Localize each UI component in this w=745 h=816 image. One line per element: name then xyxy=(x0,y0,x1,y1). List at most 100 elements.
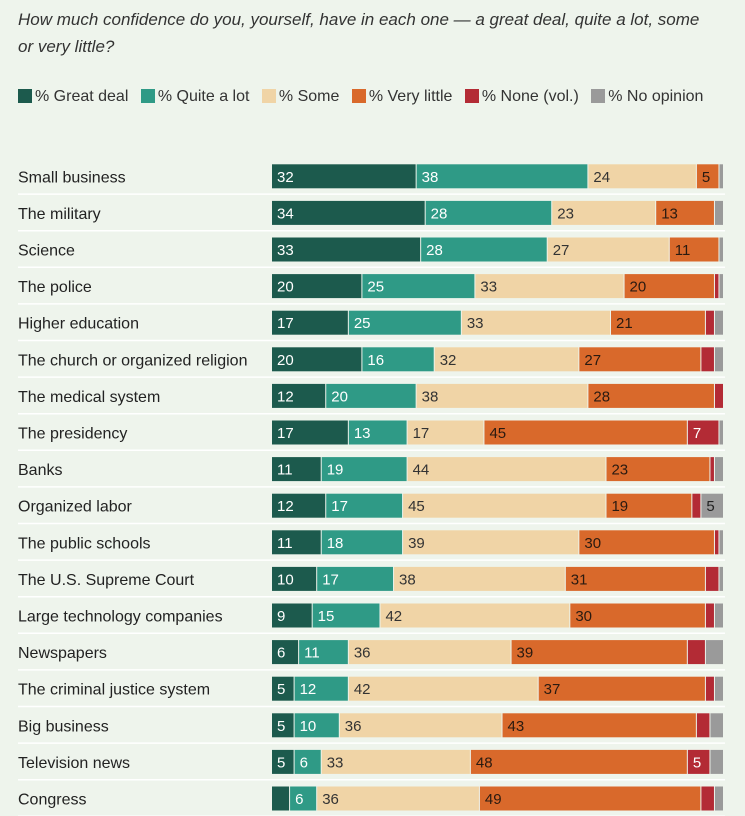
data-label-big-business-quite-a-lot: 10 xyxy=(300,718,317,735)
data-label-organized-labor-no-opinion: 5 xyxy=(706,498,714,515)
legend-label-some: % Some xyxy=(278,88,340,105)
bar-segment-the-u-s-supreme-court-great-deal xyxy=(272,566,317,591)
data-label-the-police-great-deal: 20 xyxy=(277,279,294,296)
data-label-small-business-great-deal: 32 xyxy=(277,169,294,186)
bar-segment-higher-education-no-opinion xyxy=(714,310,723,335)
bar-segment-the-presidency-some xyxy=(407,420,484,445)
data-label-science-quite-a-lot: 28 xyxy=(426,242,443,259)
data-label-newspapers-great-deal: 6 xyxy=(277,645,285,662)
data-label-the-medical-system-very-little: 28 xyxy=(593,388,610,405)
bar-segment-big-business-some xyxy=(339,713,502,738)
bar-segment-congress-great-deal xyxy=(272,786,290,811)
legend-swatch-some xyxy=(261,89,276,103)
data-label-the-military-quite-a-lot: 28 xyxy=(431,205,448,222)
legend-item-some: % Some xyxy=(261,85,340,109)
bar-segment-newspapers-quite-a-lot xyxy=(299,640,348,665)
bar-segment-big-business-very-little xyxy=(502,713,696,738)
legend-label-none: % None (vol.) xyxy=(481,88,579,105)
bar-segment-higher-education-none xyxy=(705,310,714,335)
data-label-the-church-or-organized-religion-great-deal: 20 xyxy=(277,352,294,369)
category-label-the-u-s-supreme-court: The U.S. Supreme Court xyxy=(18,572,195,589)
bar-segment-the-u-s-supreme-court-quite-a-lot xyxy=(317,566,394,591)
data-label-the-public-schools-quite-a-lot: 18 xyxy=(327,535,344,552)
category-label-banks: Banks xyxy=(18,462,62,479)
legend-item-great-deal: % Great deal xyxy=(18,85,128,109)
legend-item-none: % None (vol.) xyxy=(464,85,579,109)
category-label-newspapers: Newspapers xyxy=(18,645,107,662)
category-label-the-criminal-justice-system: The criminal justice system xyxy=(18,682,210,699)
data-label-newspapers-some: 36 xyxy=(354,645,371,662)
data-label-large-technology-companies-some: 42 xyxy=(385,608,402,625)
bar-segment-the-police-no-opinion xyxy=(719,274,723,299)
data-label-the-police-quite-a-lot: 25 xyxy=(367,279,384,296)
bar-segment-the-military-quite-a-lot xyxy=(425,200,552,225)
category-label-the-police: The police xyxy=(18,279,92,296)
data-label-big-business-very-little: 43 xyxy=(508,718,525,735)
bar-segment-organized-labor-none xyxy=(692,493,701,518)
category-label-large-technology-companies: Large technology companies xyxy=(18,609,223,626)
legend-label-no-opinion: % No opinion xyxy=(608,88,704,105)
bar-segment-organized-labor-quite-a-lot xyxy=(326,493,403,518)
bar-segment-the-u-s-supreme-court-no-opinion xyxy=(719,566,723,591)
bar-segment-large-technology-companies-very-little xyxy=(570,603,705,628)
bar-segment-the-criminal-justice-system-quite-a-lot xyxy=(294,676,348,701)
bar-segment-the-public-schools-none xyxy=(714,530,719,555)
bar-segment-organized-labor-great-deal xyxy=(272,493,326,518)
data-label-organized-labor-some: 45 xyxy=(408,498,425,515)
bar-segment-higher-education-quite-a-lot xyxy=(348,310,461,335)
bar-segment-science-quite-a-lot xyxy=(421,237,547,262)
bar-segment-banks-none xyxy=(710,457,714,482)
bar-segment-the-presidency-none xyxy=(687,420,719,445)
category-label-the-presidency: The presidency xyxy=(18,426,127,443)
bar-segment-banks-some xyxy=(407,457,606,482)
data-label-television-news-none: 5 xyxy=(693,754,701,771)
data-label-the-presidency-very-little: 45 xyxy=(489,425,506,442)
data-label-the-police-very-little: 20 xyxy=(630,279,647,296)
bar-segment-small-business-very-little xyxy=(696,164,719,189)
bar-segment-the-police-very-little xyxy=(624,274,714,299)
bar-segment-congress-none xyxy=(701,786,714,811)
data-label-the-church-or-organized-religion-some: 32 xyxy=(440,352,457,369)
legend-item-no-opinion: % No opinion xyxy=(591,85,703,109)
data-label-large-technology-companies-quite-a-lot: 15 xyxy=(318,608,335,625)
data-label-small-business-very-little: 5 xyxy=(702,169,710,186)
data-label-newspapers-quite-a-lot: 11 xyxy=(304,645,320,662)
bar-segment-the-u-s-supreme-court-very-little xyxy=(565,566,705,591)
data-label-the-church-or-organized-religion-very-little: 27 xyxy=(584,352,601,369)
data-label-science-very-little: 11 xyxy=(675,242,691,259)
data-label-the-criminal-justice-system-quite-a-lot: 12 xyxy=(300,681,317,698)
data-label-television-news-quite-a-lot: 6 xyxy=(300,754,308,771)
bar-segment-the-military-no-opinion xyxy=(714,200,723,225)
bar-segment-newspapers-some xyxy=(348,640,511,665)
data-label-big-business-some: 36 xyxy=(345,718,362,735)
bar-segment-the-presidency-very-little xyxy=(484,420,687,445)
category-label-the-military: The military xyxy=(18,206,101,223)
category-label-television-news: Television news xyxy=(18,755,130,772)
legend-swatch-quite-a-lot xyxy=(140,89,155,103)
data-label-the-u-s-supreme-court-some: 38 xyxy=(399,571,416,588)
bar-segment-the-police-quite-a-lot xyxy=(362,274,475,299)
data-label-organized-labor-quite-a-lot: 17 xyxy=(331,498,348,515)
bar-segment-the-criminal-justice-system-none xyxy=(705,676,714,701)
bar-segment-the-public-schools-great-deal xyxy=(272,530,321,555)
bar-segment-science-no-opinion xyxy=(719,237,723,262)
data-label-the-public-schools-some: 39 xyxy=(408,535,425,552)
legend-swatch-great-deal xyxy=(18,89,32,103)
legend-label-great-deal: % Great deal xyxy=(35,88,129,105)
bar-segment-the-medical-system-great-deal xyxy=(272,383,326,408)
bar-segment-banks-very-little xyxy=(606,457,710,482)
bar-segment-congress-quite-a-lot xyxy=(290,786,317,811)
bar-segment-higher-education-very-little xyxy=(611,310,705,335)
bar-segment-television-news-no-opinion xyxy=(710,749,723,774)
category-label-higher-education: Higher education xyxy=(18,316,139,333)
bar-segment-newspapers-very-little xyxy=(511,640,687,665)
legend-label-quite-a-lot: % Quite a lot xyxy=(157,88,250,105)
data-label-the-criminal-justice-system-very-little: 37 xyxy=(544,681,561,698)
data-label-large-technology-companies-very-little: 30 xyxy=(575,608,592,625)
category-label-the-church-or-organized-religion: The church or organized religion xyxy=(18,352,247,369)
bar-segment-congress-very-little xyxy=(479,786,701,811)
bar-segment-the-criminal-justice-system-no-opinion xyxy=(714,676,723,701)
bar-segment-organized-labor-some xyxy=(403,493,606,518)
data-label-the-presidency-none: 7 xyxy=(693,425,701,442)
